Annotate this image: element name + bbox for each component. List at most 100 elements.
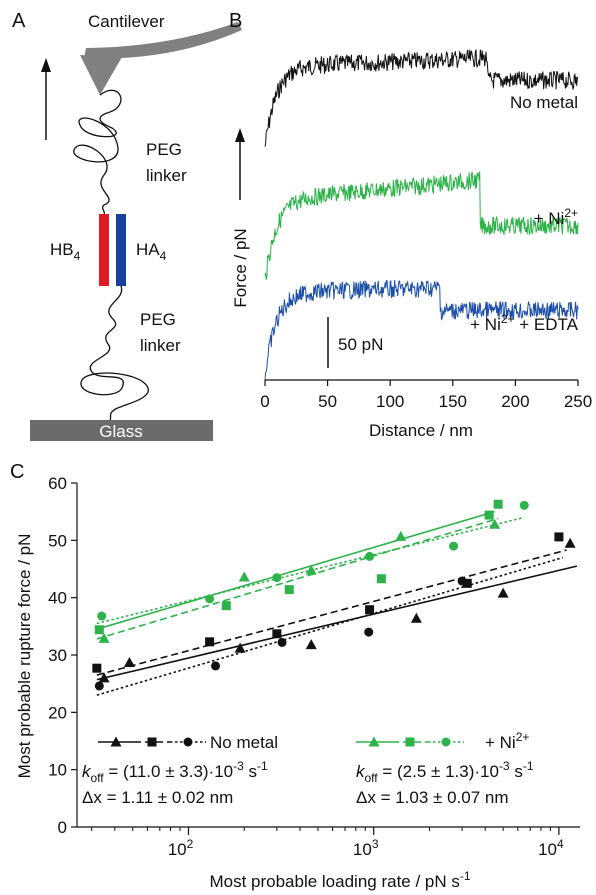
panel-b-xtick-label: 150 [439,392,467,411]
data-point-no_metal-triangle [234,642,246,653]
data-markers [92,499,576,691]
legend-no-metal-sample [98,736,206,747]
legend-ni-label: + Ni2+ [485,730,529,752]
trace-label-ni-edta: + Ni2+ + EDTA [470,312,579,334]
cantilever-beam [84,22,242,59]
data-point-no_metal-square [205,637,215,647]
data-point-no_metal-square [462,578,472,588]
peg-linker-bottom-coil [80,285,149,421]
legend-marker-square [405,737,415,747]
panel-c-axes: 0 10 20 30 40 50 60 102 103 104 [48,474,580,859]
panel-c-ytick-label: 60 [48,474,67,493]
legend-no-metal-label: No metal [210,733,278,752]
panel-c-ytick-label: 50 [48,531,67,550]
data-point-ni-square [284,585,294,595]
data-point-no_metal-square [272,629,282,639]
trace-labels: No metal + Ni2+ + Ni2+ + EDTA [470,93,579,334]
data-point-no_metal-triangle [98,672,110,683]
peg-label-top-1: PEG [146,140,182,159]
glass-label: Glass [99,422,142,441]
hb4-label: HB4 [50,240,81,263]
force-arrow-head [235,128,245,142]
data-point-no_metal-circle [457,576,467,586]
force-traces [264,49,579,380]
panel-b-ylabel: Force / pN [231,228,250,307]
panel-c-label: C [10,461,24,483]
fit-line-ni-square [96,517,499,640]
data-point-no_metal-circle [277,637,287,647]
peg-label-bottom-2: linker [140,336,181,355]
peg-label-bottom-1: PEG [140,310,176,329]
data-point-ni-square [376,574,386,584]
panel-c-ytick-label: 10 [48,761,67,780]
panel-c-ytick-label: 0 [58,818,67,837]
data-point-ni-square [484,510,494,520]
legend-marker-triangle [110,736,122,747]
data-point-ni-triangle [305,564,317,575]
data-point-no_metal-triangle [305,639,317,650]
legend-marker-circle [441,737,451,747]
data-point-no_metal-triangle [410,612,422,623]
data-point-no_metal-circle [94,681,104,691]
fit-line-ni-triangle [96,510,495,630]
panel-c-ytick-label: 20 [48,703,67,722]
glass-surface [30,420,213,441]
legend-ni-koff: koff = (2.5 ± 1.3)·10-3 s-1 [356,759,534,785]
panel-b-xtick-label: 200 [501,392,529,411]
panel-c-xlabel: Most probable loading rate / pN s-1 [209,869,470,891]
data-point-no_metal-circle [211,661,221,671]
trace-label-no-metal: No metal [510,93,578,112]
panel-c-xtick-label: 104 [538,837,564,859]
data-point-no_metal-circle [364,627,374,637]
panel-a: A Cantilever PEG linker HB4 HA4 PEG link… [12,10,242,441]
cantilever-tip [80,55,122,95]
data-point-ni-triangle [98,632,110,643]
legend-no-metal-koff: koff = (11.0 ± 3.3)·10-3 s-1 [82,759,268,785]
panel-b-xtick-label: 50 [318,392,337,411]
fit-lines [96,510,578,696]
pull-arrow-head [41,58,51,72]
legend-ni-dx: Δx = 1.03 ± 0.07 nm [356,788,509,807]
legend-marker-triangle [368,736,380,747]
scale-bar-label: 50 pN [338,335,383,354]
panel-b-xlabel: Distance / nm [369,421,473,440]
force-trace-2 [264,279,579,380]
cantilever-label: Cantilever [88,12,165,31]
panel-b-xtick-label: 100 [376,392,404,411]
trace-label-ni: + Ni2+ [534,206,578,228]
panel-b-label: B [229,10,242,32]
data-point-ni-circle [97,611,107,621]
data-point-no_metal-triangle [497,587,509,598]
force-trace-0 [264,49,579,147]
peg-linker-top-coil [73,89,122,215]
panel-c-ytick-label: 30 [48,646,67,665]
legend-marker-circle [183,737,193,747]
data-point-no_metal-triangle [123,656,135,667]
data-point-ni-circle [449,541,459,551]
legend-ni-sample [356,736,464,747]
data-point-ni-circle [365,551,375,561]
data-point-no_metal-square [92,663,102,673]
panel-c-xtick-label: 103 [353,837,379,859]
data-point-no_metal-square [554,532,564,542]
panel-c-ylabel: Most probable rupture force / pN [15,534,34,779]
data-point-no_metal-square [365,605,375,615]
data-point-ni-triangle [489,518,501,529]
panel-c: C Most probable rupture force / pN Most … [10,461,580,891]
fit-line-no_metal-square [96,549,567,676]
data-point-ni-square [493,499,503,509]
panel-c-xtick-label: 102 [168,837,194,859]
ha4-label: HA4 [136,240,167,263]
data-point-ni-circle [519,500,529,510]
data-point-ni-square [221,601,231,611]
data-point-ni-circle [205,594,215,604]
peg-label-top-2: linker [146,166,187,185]
force-trace-1 [264,171,579,280]
ha4-helix [116,214,126,286]
data-point-ni-triangle [238,571,250,582]
legend-ni: + Ni2+ koff = (2.5 ± 1.3)·10-3 s-1 Δx = … [356,730,534,807]
data-point-ni-circle [272,573,282,583]
panel-c-ytick-label: 40 [48,589,67,608]
data-point-ni-square [94,625,104,635]
